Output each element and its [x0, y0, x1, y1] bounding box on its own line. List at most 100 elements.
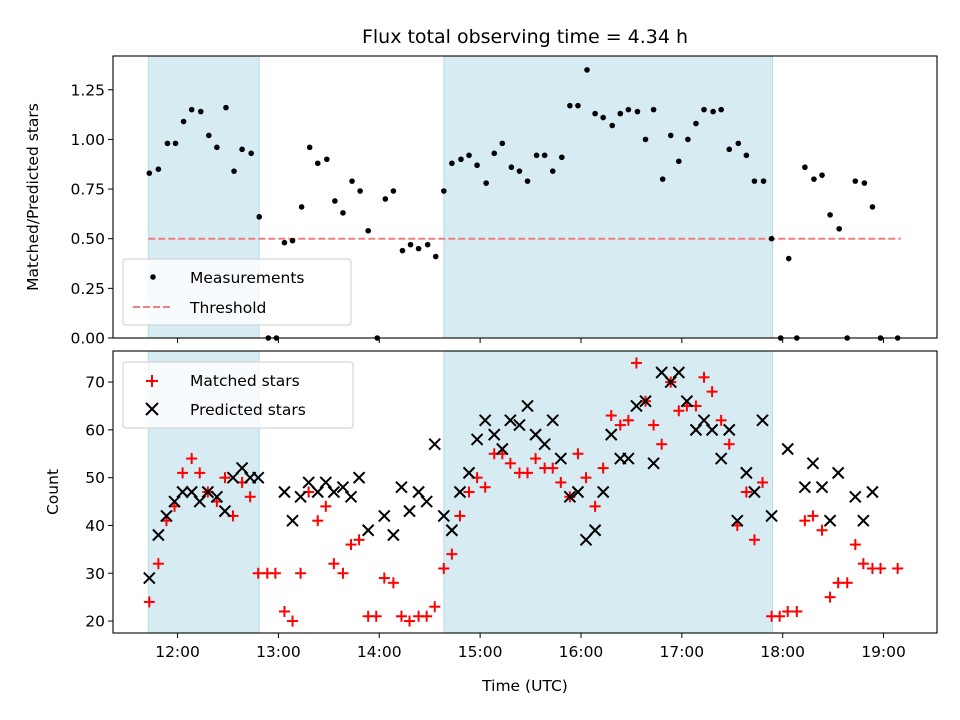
- measurement-point: [768, 235, 775, 242]
- measurement-point: [231, 168, 237, 174]
- predicted-star-point: [823, 514, 837, 527]
- matched-star-point: [353, 534, 365, 546]
- measurement-point: [743, 152, 750, 159]
- top-plot-frame: [112, 55, 938, 339]
- predicted-star-point: [622, 452, 635, 465]
- matched-star-point: [421, 610, 433, 622]
- predicted-star-point: [403, 504, 416, 518]
- predicted-star-point: [723, 423, 736, 437]
- y-tick-label: 0.00: [70, 330, 105, 348]
- predicted-star-point: [252, 471, 265, 484]
- matched-star-point: [345, 539, 357, 551]
- predicted-star-point: [596, 485, 610, 499]
- matched-star-point: [337, 567, 349, 579]
- predicted-star-point: [437, 509, 451, 523]
- predicted-star-point: [395, 481, 408, 494]
- x-tick-label: 17:00: [659, 643, 704, 661]
- measurement-point: [642, 136, 649, 143]
- measurement-point: [726, 146, 733, 153]
- measurement-point: [324, 156, 330, 163]
- predicted-star-point: [152, 528, 165, 542]
- predicted-star-point: [765, 509, 778, 523]
- measurement-point: [146, 170, 153, 176]
- matched-star-point: [429, 601, 441, 613]
- predicted-star-point: [387, 528, 400, 542]
- predicted-star-point: [571, 485, 585, 499]
- measurement-point: [693, 120, 699, 127]
- measurement-point: [164, 140, 171, 147]
- matched-star-point: [522, 467, 534, 479]
- matched-star-point: [194, 467, 206, 479]
- predicted-star-point: [664, 375, 677, 389]
- bottom-panel: 20 30 40 50 60 70 12:00 13:00 14:00 15:00 16:00 17…: [44, 350, 938, 695]
- measurement-point: [432, 253, 439, 260]
- matched-star-point: [748, 534, 760, 546]
- matched-star-point: [387, 577, 399, 589]
- measurement-point: [281, 239, 288, 246]
- matched-star-point: [597, 462, 609, 474]
- measurement-point: [634, 108, 641, 115]
- measurement-point: [811, 176, 817, 182]
- matched-star-point: [152, 558, 164, 570]
- measurement-point: [650, 106, 657, 113]
- measurement-point: [466, 152, 472, 159]
- measurement-point: [357, 188, 363, 194]
- bottom-x-axis: 12:00 13:00 14:00 15:00 16:00 17:00 18:00 19:00: [155, 633, 906, 661]
- matched-star-point: [572, 448, 584, 460]
- matched-star-point: [378, 572, 390, 584]
- matched-star-point: [740, 486, 752, 498]
- predicted-star-point: [176, 485, 189, 499]
- predicted-star-point: [478, 414, 492, 427]
- predicted-star-point: [588, 524, 602, 537]
- predicted-star-point: [740, 466, 753, 480]
- measurement-point: [524, 178, 531, 184]
- measurement-point: [332, 198, 338, 204]
- predicted-star-point: [470, 433, 484, 446]
- measurement-point: [340, 210, 346, 216]
- measurement-point: [206, 132, 212, 139]
- matched-star-point: [295, 567, 307, 579]
- matched-star-point: [438, 562, 450, 574]
- measurement-point: [289, 237, 296, 244]
- measurement-point: [407, 241, 414, 248]
- y-tick-label: 1.25: [70, 81, 105, 99]
- predicted-star-point: [554, 452, 568, 465]
- measurement-point: [390, 188, 397, 194]
- matched-star-point: [244, 491, 256, 503]
- measurement-point: [382, 196, 389, 202]
- measurement-point: [710, 108, 716, 115]
- measurement-point: [491, 150, 498, 157]
- predicted-star-point: [605, 428, 618, 441]
- measurement-point: [735, 140, 742, 147]
- measurement-point: [785, 255, 792, 262]
- measurement-point: [306, 144, 313, 151]
- top-x-axis-ticks: [177, 338, 885, 343]
- measurement-point: [584, 67, 590, 73]
- legend-threshold-label: Threshold: [189, 299, 266, 317]
- matched-star-point: [723, 438, 735, 450]
- x-tick-label: 15:00: [458, 643, 503, 661]
- measurement-point: [399, 247, 406, 254]
- y-tick-label: 60: [85, 421, 105, 439]
- measurement-point: [819, 172, 825, 178]
- matched-star-point: [177, 467, 189, 479]
- measurement-point: [415, 245, 422, 252]
- measurement-point: [474, 162, 480, 169]
- measurement-point: [567, 102, 573, 109]
- predicted-star-point: [798, 481, 812, 494]
- predicted-star-point: [513, 418, 526, 432]
- predicted-star-point: [445, 524, 459, 537]
- predicted-star-point: [647, 457, 660, 470]
- matched-star-point: [454, 510, 466, 522]
- matched-star-point: [841, 577, 853, 589]
- measurement-point: [256, 214, 263, 220]
- predicted-star-point: [286, 514, 299, 527]
- bottom-plot-frame: [112, 350, 938, 634]
- predicted-star-point: [546, 414, 559, 427]
- matched-star-point: [269, 567, 281, 579]
- measurement-point: [869, 204, 876, 210]
- predicted-star-point: [579, 533, 593, 547]
- measurement-point: [533, 152, 540, 159]
- predicted-star-point: [831, 466, 845, 480]
